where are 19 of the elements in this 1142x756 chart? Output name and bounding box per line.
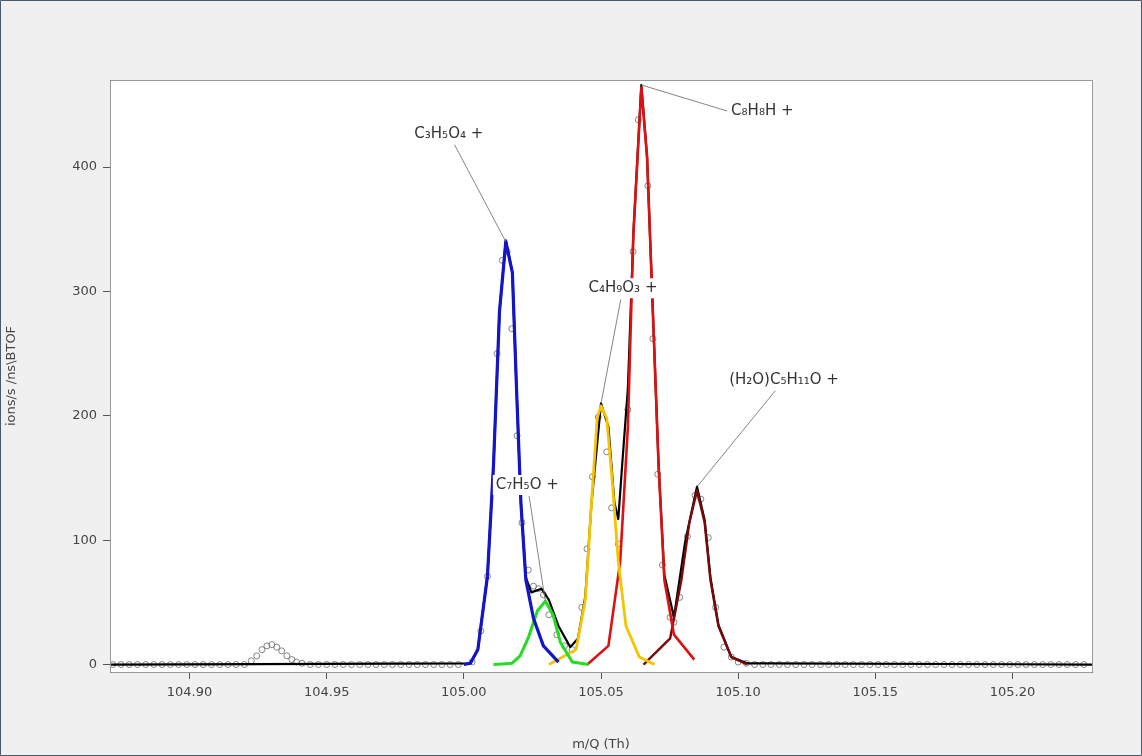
annotation: C₄H₉O₃ + [588,278,658,297]
annotation: (H₂O)C₅H₁₁O + [729,369,839,388]
x-tick-label: 105.20 [989,684,1036,700]
y-axis-title: ions/s /ns\BTOF [3,325,19,427]
y-tick-label: 200 [72,407,97,423]
x-tick-label: 104.95 [303,684,350,700]
x-tick-label: 104.90 [166,684,213,700]
x-tick-label: 105.00 [441,684,487,700]
annotation: C₃H₅O₄ + [414,123,484,142]
y-tick-label: 100 [72,531,97,547]
x-tick-label: 105.15 [852,684,899,700]
y-tick-label: 0 [88,655,97,671]
annotation: C₇H₅O + [495,475,559,493]
x-axis-title: m/Q (Th) [572,735,630,751]
y-tick-label: 400 [72,158,97,174]
x-tick-label: 105.05 [578,684,624,700]
x-tick-label: 105.10 [715,684,761,700]
y-tick-label: 300 [72,282,97,298]
annotation: C₈H₈H + [731,100,794,119]
